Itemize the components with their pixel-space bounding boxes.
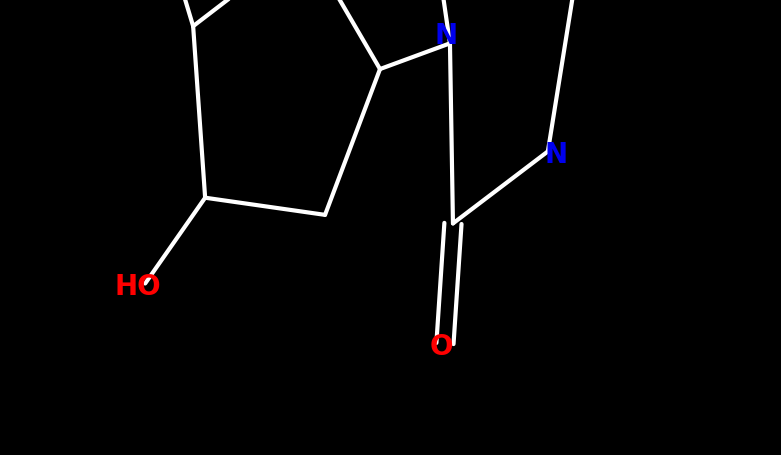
- Text: HO: HO: [114, 273, 161, 301]
- Text: N: N: [544, 142, 567, 169]
- Text: N: N: [434, 21, 458, 50]
- Text: O: O: [430, 334, 453, 361]
